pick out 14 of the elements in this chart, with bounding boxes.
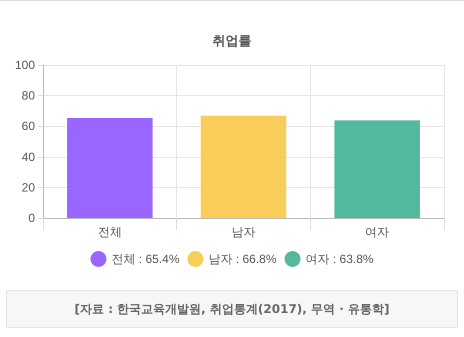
y-tick-label: 0: [28, 211, 36, 225]
y-tick-label: 20: [22, 180, 36, 194]
y-tick-label: 80: [22, 88, 36, 103]
legend-label: 여자 : 63.8%: [306, 252, 374, 266]
legend-label: 남자 : 66.8%: [208, 252, 277, 266]
text: [자료 : 한국교육개발원, 취업통계(2017), 무역 · 유통학]: [74, 300, 390, 318]
chart-title: 취업률: [212, 33, 252, 48]
x-tick-label: 전체: [98, 225, 122, 239]
y-tick-label: 100: [14, 58, 36, 72]
x-tick-label: 여자: [365, 225, 390, 239]
y-tick-label: 40: [22, 150, 36, 164]
x-tick-label: 남자: [232, 225, 256, 239]
legend-label: 전체 : 65.4%: [111, 252, 180, 266]
y-tick-label: 60: [22, 119, 36, 134]
